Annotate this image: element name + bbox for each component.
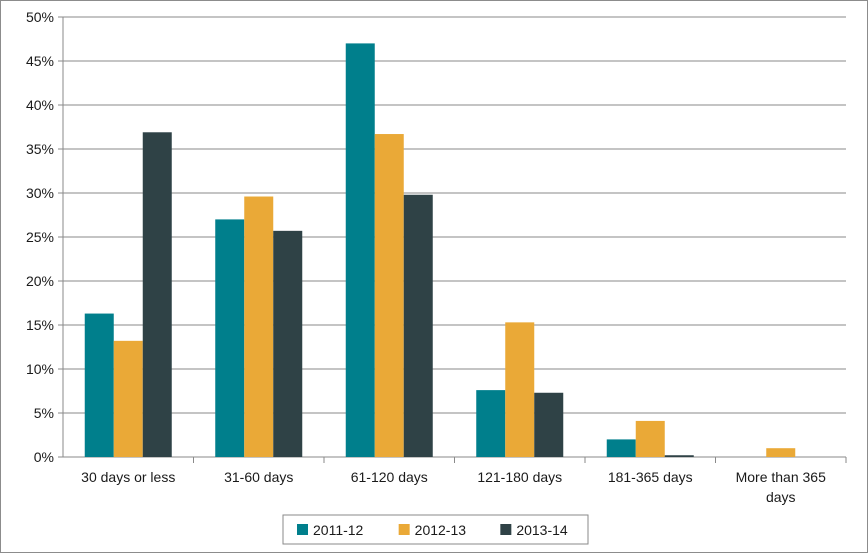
bars [84,43,796,458]
y-tick-label: 50% [26,9,54,25]
bar-2012-13-4 [635,420,665,457]
y-tick-labels: 0% 5% 10% 15% 20% 25% 30% 35% 40% 45% 50% [26,9,54,465]
gridlines [63,16,846,414]
y-tick-label: 20% [26,273,54,289]
x-tick-labels: 30 days or less 31-60 days 61-120 days 121-… [81,469,826,505]
y-tick-label: 10% [26,361,54,377]
bar-2012-13-5 [766,448,796,457]
legend-label-2011-12: 2011-12 [313,522,364,538]
y-tick-label: 15% [26,317,54,333]
x-tick-label: 31-60 days [224,469,293,485]
x-tick-label: More than 365 days [736,469,826,505]
bar-2013-14-3 [534,392,564,457]
legend-swatch-2013-14 [500,524,512,535]
bar-2011-12-2 [345,43,375,458]
legend-label-2012-13: 2012-13 [415,522,467,538]
legend: 2011-12 2012-13 2013-14 [282,514,589,545]
y-tick-label: 0% [34,449,54,465]
y-tick-label: 40% [26,97,54,113]
bar-2012-13-1 [244,196,274,457]
y-tick-label: 45% [26,53,54,69]
y-tick-label: 25% [26,229,54,245]
y-tick-label: 30% [26,185,54,201]
bar-2013-14-0 [142,132,172,457]
x-tick-label: 61-120 days [351,469,428,485]
bar-2012-13-0 [113,340,143,457]
bar-2011-12-3 [476,390,506,457]
legend-box [282,514,589,545]
y-tick-label: 5% [34,405,54,421]
bar-2013-14-1 [273,230,303,457]
legend-swatch-2011-12 [297,524,308,535]
axes [58,16,847,463]
y-tick-label: 35% [26,141,54,157]
bar-2012-13-2 [374,134,404,458]
x-tick-label: 181-365 days [608,469,693,485]
bar-2011-12-0 [84,313,114,457]
legend-label-2013-14: 2013-14 [516,522,568,538]
bar-2013-14-4 [664,455,694,457]
bar-2011-12-4 [606,439,636,457]
x-tick-label: 121-180 days [477,469,562,485]
bar-2011-12-1 [215,219,245,457]
x-tick-label: 30 days or less [81,469,175,485]
bar-2013-14-2 [403,194,433,457]
bar-2012-13-3 [505,322,535,457]
legend-swatch-2012-13 [398,524,410,535]
